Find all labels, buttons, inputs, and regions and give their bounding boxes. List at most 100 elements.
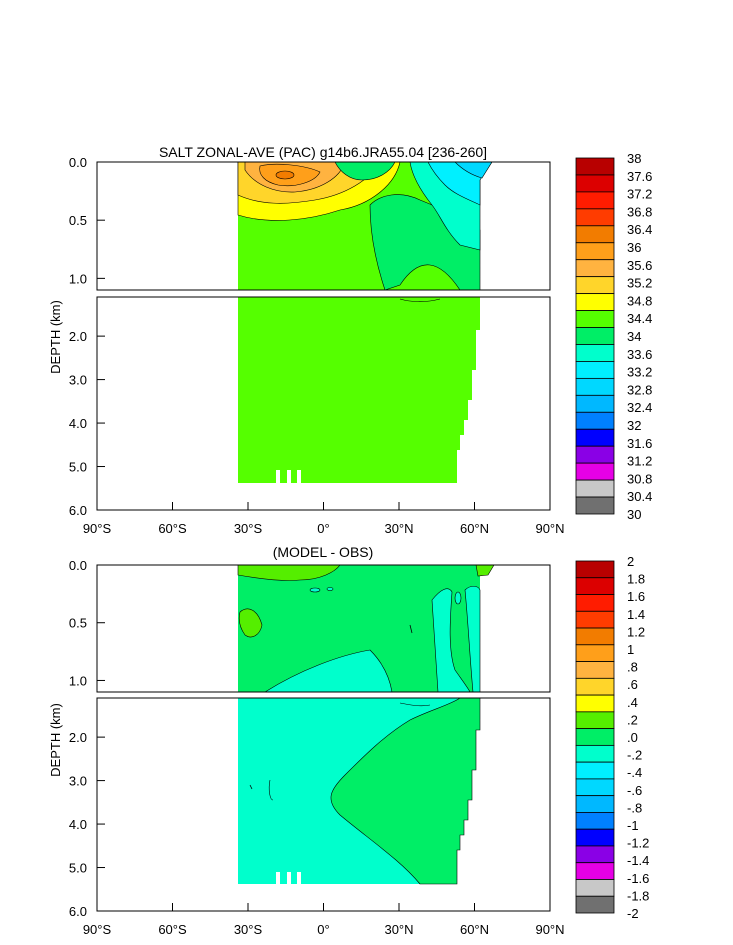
colorbar-label: 1.2 [627, 624, 645, 639]
colorbar-swatch [575, 845, 615, 864]
x-tick-label: 0° [317, 521, 329, 536]
field-gap [276, 872, 280, 884]
colorbar-label: 1.8 [627, 572, 645, 587]
y-axis-label: DEPTH (km) [48, 703, 63, 777]
y-tick-label: 5.0 [69, 460, 87, 475]
y-tick-label: 6.0 [69, 904, 87, 919]
y-tick-label: 1.0 [69, 673, 87, 688]
x-tick-label: 60°N [460, 922, 489, 937]
x-tick-label: 60°S [158, 922, 187, 937]
axes-frame-upper [96, 564, 551, 693]
colorbar-swatch [575, 594, 615, 612]
field-contour [409, 624, 413, 634]
colorbar-label: 30.8 [627, 471, 652, 486]
x-tick-label: 60°S [158, 521, 187, 536]
y-tick-label: 2.0 [69, 730, 87, 745]
colorbar-label: 32 [627, 418, 641, 433]
colorbar-label: -1.8 [627, 888, 649, 903]
y-tick-label: 0.0 [69, 558, 87, 573]
colorbar-2: 21.81.61.41.21.8.6.4.2.0-.2-.4-.6-.8-1-1… [575, 554, 649, 921]
colorbar-swatch [575, 327, 615, 345]
colorbar-label: .0 [627, 730, 638, 745]
colorbar-label: -1.6 [627, 871, 649, 886]
x-tick-label: 90°S [83, 521, 112, 536]
colorbar-swatch [575, 610, 615, 629]
field-deep-contour [249, 784, 253, 790]
colorbar-swatch [575, 377, 615, 396]
colorbar-swatch [575, 560, 615, 579]
colorbar-swatch [575, 445, 615, 464]
colorbar-swatch [575, 677, 615, 696]
colorbar-swatch [575, 310, 615, 328]
colorbar-swatch [575, 761, 615, 780]
colorbar-label: 1.6 [627, 589, 645, 604]
colorbar-label: 2 [627, 554, 634, 569]
colorbar-swatch [575, 862, 615, 880]
colorbar-label: 34 [627, 329, 641, 344]
field-deep-contour [268, 779, 274, 801]
colorbar-swatch [575, 744, 615, 763]
colorbar-swatch [575, 411, 615, 430]
colorbar-label: 38 [627, 151, 641, 166]
colorbar-label: 32.8 [627, 382, 652, 397]
colorbar-label: .2 [627, 712, 638, 727]
x-tick-label: 60°N [460, 521, 489, 536]
colorbar-swatch [575, 895, 615, 914]
y-tick-label: 2.0 [69, 329, 87, 344]
colorbar-swatch [575, 276, 615, 295]
x-tick-label: 30°S [234, 922, 263, 937]
field-negative-bias [264, 649, 393, 692]
colorbar-label: 1.4 [627, 607, 645, 622]
axes-1: 90°S 60°S 30°S 0° 30°N 60°N 90°N 0.0 0.5 1.0 2.0 3.… [48, 155, 565, 536]
colorbar-label: 33.6 [627, 347, 652, 362]
x-tick-label: 90°S [83, 922, 112, 937]
colorbar-swatch [575, 828, 615, 847]
field-negative-spot [309, 587, 321, 593]
field-upper [237, 565, 495, 692]
y-axis-label: DEPTH (km) [48, 300, 63, 374]
field-gap [297, 872, 301, 884]
colorbar-label: -1.4 [627, 853, 649, 868]
colorbar-label: 34.8 [627, 293, 652, 308]
chart-title: SALT ZONAL-AVE (PAC) g14b6.JRA55.04 [236… [159, 144, 487, 160]
y-tick-label: 3.0 [69, 373, 87, 388]
y-tick-label: 4.0 [69, 817, 87, 832]
colorbar-swatch [575, 795, 615, 813]
colorbar-swatch [575, 225, 615, 244]
colorbar-label: 31.6 [627, 436, 652, 451]
field-deep-contour [399, 298, 441, 302]
colorbar-label: .4 [627, 695, 638, 710]
colorbar-label: 36.4 [627, 222, 652, 237]
colorbar-label: .6 [627, 677, 638, 692]
field-gap [287, 470, 291, 483]
axes-frame-upper [96, 161, 551, 291]
x-tick-label: 90°N [535, 922, 564, 937]
colorbar-swatch [575, 242, 615, 261]
colorbar-swatch [575, 627, 615, 646]
y-tick-label: 0.5 [69, 616, 87, 631]
y-tick-label: 3.0 [69, 774, 87, 789]
colorbar-swatch [575, 462, 615, 481]
field-negative-bias [431, 588, 471, 692]
colorbar-swatch [575, 879, 615, 897]
colorbar-label: 30 [627, 507, 641, 522]
field-gap [297, 470, 301, 483]
colorbar-label: -2 [627, 906, 639, 921]
colorbar-swatch [575, 644, 615, 662]
colorbar-label: 37.6 [627, 169, 652, 184]
colorbar-swatch [575, 293, 615, 311]
field-subpolar-freshest [454, 162, 493, 179]
colorbar-label: .8 [627, 660, 638, 675]
colorbar-label: -.8 [627, 800, 642, 815]
colorbar-label: 36 [627, 240, 641, 255]
colorbar-swatch [575, 694, 615, 713]
field-deep-contour [399, 702, 431, 707]
colorbar-swatch [575, 778, 615, 797]
colorbar-label: -.2 [627, 748, 642, 763]
colorbar-swatch [575, 208, 615, 227]
field-lower [238, 297, 480, 483]
y-tick-label: 1.0 [69, 271, 87, 286]
colorbar-swatch [575, 191, 615, 210]
colorbar-label: -1 [627, 818, 639, 833]
colorbar-label: 30.4 [627, 489, 652, 504]
